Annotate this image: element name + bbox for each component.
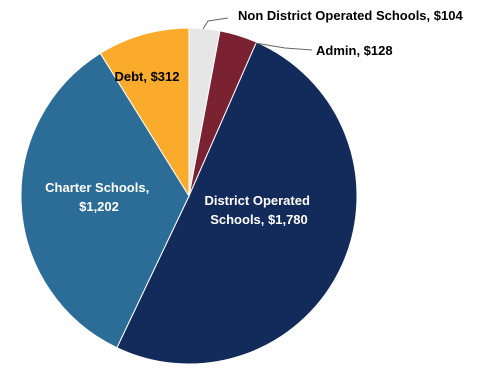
pie-slice-district-operated-schools xyxy=(116,41,358,365)
label-admin: Admin, $128 xyxy=(316,43,393,58)
pie-slice-charter-schools xyxy=(20,52,190,349)
label-charter-line-2: $1,202 xyxy=(79,199,119,214)
label-charter-line-1: Charter Schools, xyxy=(45,180,149,195)
leader-line-admin xyxy=(254,42,313,51)
leader-lines xyxy=(202,17,313,51)
pie-slice-debt xyxy=(99,27,190,198)
label-district-line-2: Schools, $1,780 xyxy=(210,212,308,227)
pie-slices xyxy=(20,27,358,365)
label-charter-schools: Charter Schools, $1,202 xyxy=(45,180,153,214)
leader-line-non-district xyxy=(202,17,229,30)
label-district-operated-schools: District Operated Schools, $1,780 xyxy=(204,193,313,227)
label-debt: Debt, $312 xyxy=(114,69,179,84)
label-non-district-operated-schools: Non District Operated Schools, $104 xyxy=(238,8,463,23)
label-district-line-1: District Operated xyxy=(204,193,310,208)
